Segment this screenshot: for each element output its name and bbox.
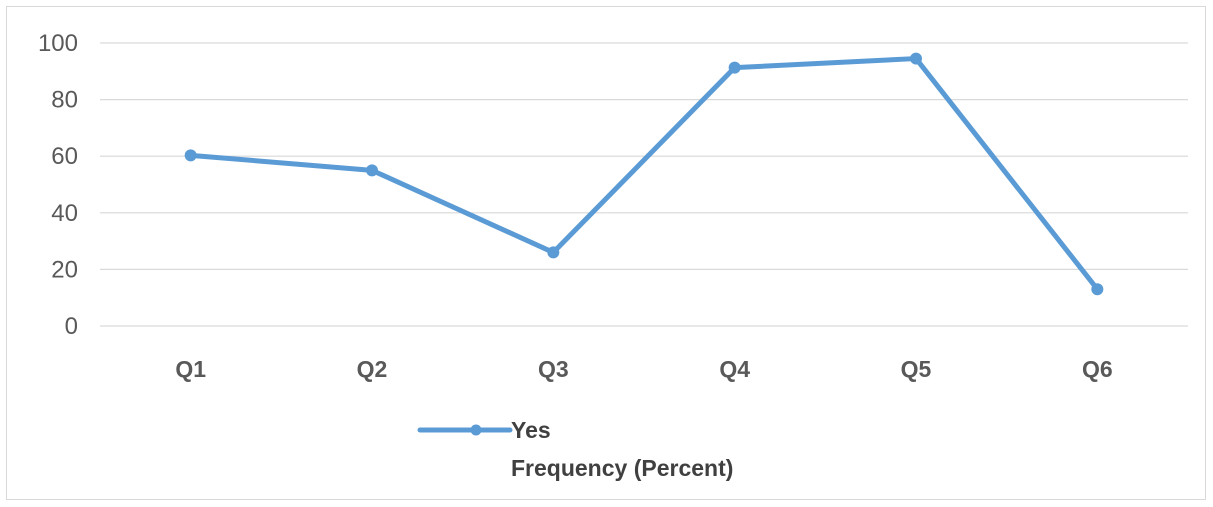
gridlines xyxy=(100,42,1188,327)
legend-marker-swatch xyxy=(470,424,482,436)
x-tick-label: Q3 xyxy=(538,356,569,382)
y-tick-label: 100 xyxy=(38,30,78,57)
x-tick-label: Q2 xyxy=(357,356,388,382)
data-point xyxy=(366,164,378,177)
y-tick-label: 80 xyxy=(51,87,78,114)
series-yes xyxy=(184,52,1104,296)
y-tick-label: 20 xyxy=(51,256,78,283)
x-tick-label: Q6 xyxy=(1082,356,1113,382)
data-point xyxy=(547,246,560,259)
data-point xyxy=(184,149,197,162)
y-axis-tick-labels: 0 20 40 60 80 100 xyxy=(38,30,78,340)
y-tick-label: 40 xyxy=(51,200,78,227)
x-tick-label: Q1 xyxy=(175,356,206,382)
data-point xyxy=(1091,283,1104,296)
y-tick-label: 60 xyxy=(51,143,78,170)
x-tick-label: Q5 xyxy=(901,356,932,382)
series-line xyxy=(188,56,1100,292)
legend: Yes Frequency (Percent) xyxy=(417,417,733,481)
y-tick-label: 0 xyxy=(65,313,78,340)
legend-label-yes: Yes xyxy=(511,417,551,443)
x-tick-label: Q4 xyxy=(719,356,750,382)
data-point xyxy=(910,52,922,65)
data-point xyxy=(728,61,741,74)
x-axis-tick-labels: Q1 Q2 Q3 Q4 Q5 Q6 xyxy=(175,356,1112,382)
chart-frame xyxy=(6,6,1206,500)
x-axis-title: Frequency (Percent) xyxy=(511,455,733,481)
